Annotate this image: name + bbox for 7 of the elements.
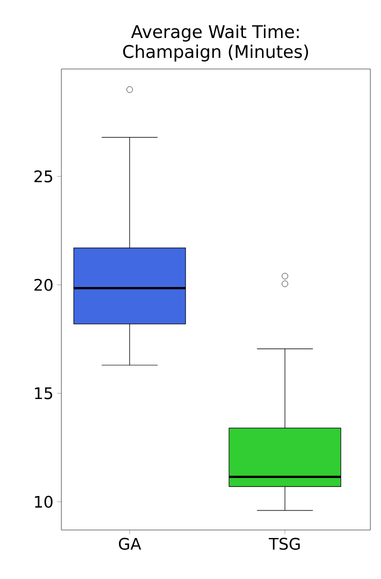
y-tick-label: 25 bbox=[34, 170, 52, 182]
x-tick-label: TSG bbox=[268, 538, 300, 550]
chart-title: Average Wait Time: Champaign (Minutes) bbox=[122, 24, 308, 62]
x-tick-label: GA bbox=[118, 538, 141, 550]
y-tick-label: 20 bbox=[34, 278, 52, 291]
y-tick-label: 10 bbox=[34, 496, 52, 508]
y-tick-label: 15 bbox=[34, 387, 52, 400]
